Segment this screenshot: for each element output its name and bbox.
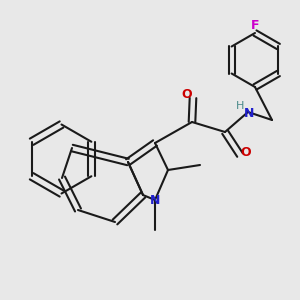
Text: N: N bbox=[150, 194, 160, 206]
Text: F: F bbox=[251, 19, 259, 32]
Text: O: O bbox=[182, 88, 192, 101]
Text: O: O bbox=[241, 146, 251, 158]
Text: N: N bbox=[244, 107, 255, 120]
Text: H: H bbox=[236, 101, 245, 111]
